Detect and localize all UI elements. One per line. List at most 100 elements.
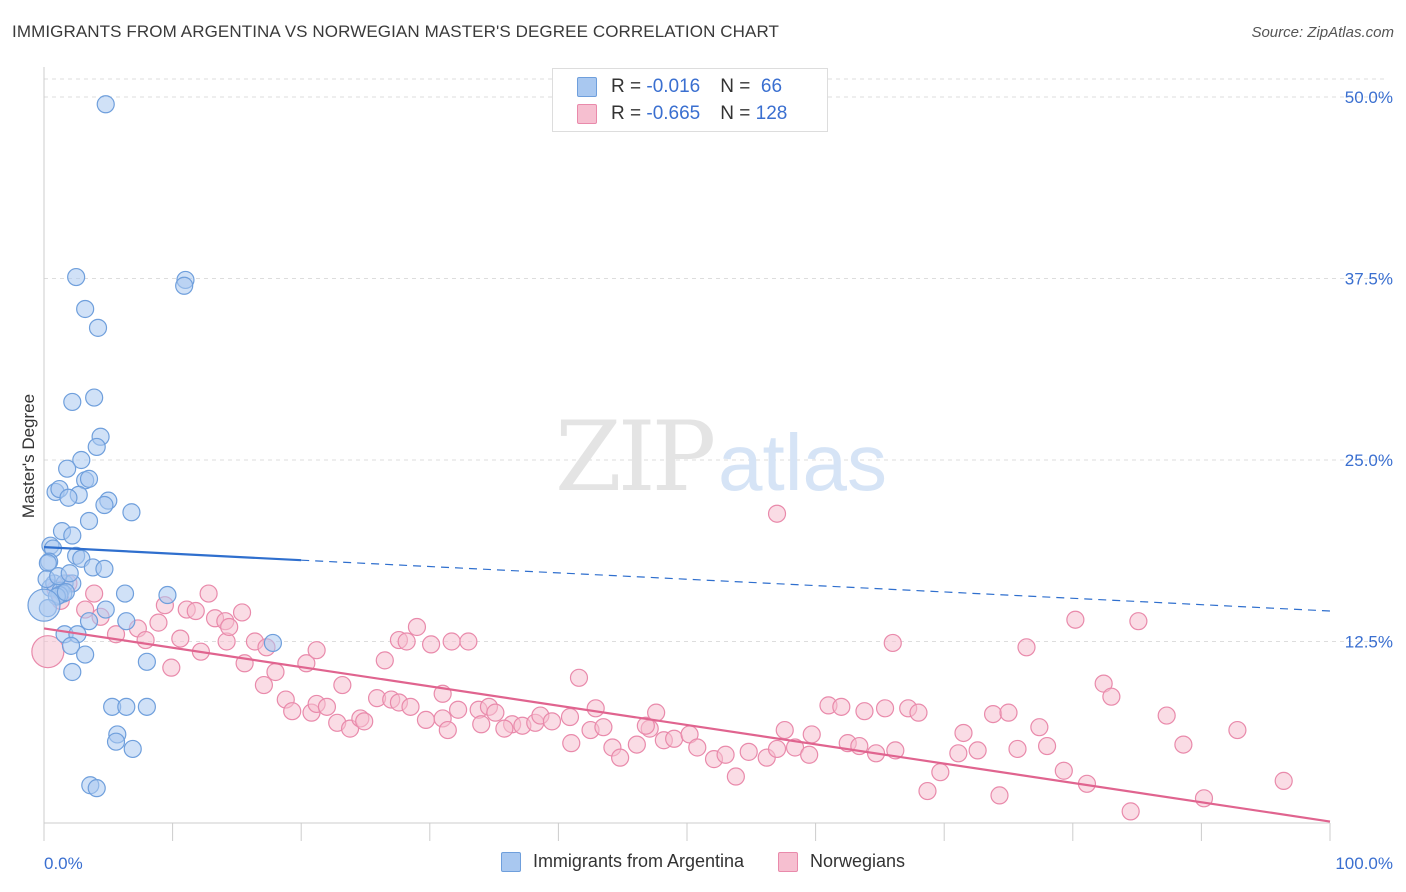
- norwegians-point: [486, 703, 505, 722]
- y-tick-label: 12.5%: [1345, 633, 1393, 652]
- norwegians-point: [800, 745, 819, 764]
- r-value: -0.665: [646, 103, 701, 124]
- norwegians-point: [739, 742, 758, 761]
- norwegians-point: [627, 735, 646, 754]
- source-label: Source: ZipAtlas.com: [1251, 24, 1394, 41]
- norwegians-point: [438, 720, 457, 740]
- norwegians-point: [1037, 736, 1057, 756]
- norwegians-point: [611, 748, 630, 767]
- norwegians-point: [1174, 735, 1193, 754]
- n-label: N =: [720, 103, 756, 124]
- argentina-point: [67, 267, 86, 287]
- norwegians-point: [1017, 638, 1036, 657]
- norwegians-point: [999, 703, 1018, 722]
- norwegians-point: [968, 741, 987, 760]
- axes: [43, 67, 1331, 841]
- argentina-trend-extension: [301, 559, 1331, 612]
- norwegians-point: [883, 633, 902, 653]
- norwegians-point: [594, 718, 613, 737]
- argentina-point: [63, 392, 82, 412]
- norwegians-point: [1157, 706, 1176, 725]
- norwegians-point: [775, 720, 794, 740]
- norwegians-point: [726, 767, 745, 786]
- norwegians-point: [983, 704, 1003, 724]
- r-value: -0.016: [646, 76, 701, 97]
- norwegians-point: [569, 668, 589, 687]
- argentina-point: [106, 732, 126, 751]
- norwegians-point: [1129, 612, 1148, 631]
- argentina-point: [58, 459, 77, 478]
- norwegians-point: [317, 697, 337, 716]
- argentina-point: [96, 95, 115, 114]
- norwegians-point: [232, 603, 252, 622]
- norwegians-point: [1274, 771, 1293, 790]
- argentina-point: [117, 697, 136, 716]
- norwegians-point: [220, 617, 239, 637]
- x-tick-label-min: 0.0%: [44, 854, 83, 873]
- watermark-zip: ZIP: [555, 401, 714, 513]
- norwegians-points: [31, 504, 1293, 821]
- norwegians-point: [31, 635, 65, 669]
- norwegians-point: [407, 617, 427, 637]
- watermark: ZIP atlas: [555, 401, 887, 513]
- norwegians-point: [931, 763, 950, 782]
- argentina-point: [79, 511, 99, 531]
- n-value: 128: [755, 103, 788, 124]
- norwegians-point: [149, 613, 168, 632]
- norwegians-point: [1102, 687, 1121, 706]
- argentina-point: [27, 588, 61, 622]
- norwegians-point: [85, 584, 104, 603]
- chart-title: IMMIGRANTS FROM ARGENTINA VS NORWEGIAN M…: [12, 22, 780, 41]
- norwegians-point: [459, 632, 478, 651]
- norwegians-point: [375, 651, 394, 670]
- argentina-point: [137, 697, 156, 716]
- series-legend: Immigrants from Argentina Norwegians: [0, 851, 1406, 872]
- argentina-trend-line: [43, 546, 302, 562]
- norwegians-point: [875, 699, 895, 718]
- argentina-point: [95, 559, 114, 579]
- argentina-point: [123, 739, 142, 759]
- norwegians-point: [254, 675, 274, 695]
- n-label: N =: [720, 76, 756, 97]
- argentina-point: [60, 564, 79, 583]
- stats-row-norwegians: R = -0.665 N = 128: [577, 102, 787, 126]
- norwegians-point: [333, 675, 352, 695]
- norwegians-point: [401, 697, 420, 716]
- argentina-point: [79, 469, 99, 488]
- legend-item-norwegians[interactable]: Norwegians: [778, 851, 905, 872]
- argentina-point: [95, 495, 114, 515]
- norwegians-point: [495, 719, 514, 738]
- argentina-point: [61, 636, 81, 655]
- y-axis-label: Master's Degree: [19, 394, 38, 518]
- legend-item-argentina[interactable]: Immigrants from Argentina: [500, 851, 744, 872]
- argentina-point: [56, 583, 75, 602]
- argentina-point: [122, 503, 141, 522]
- norwegians-point: [767, 504, 787, 523]
- norwegians-point: [1066, 610, 1085, 629]
- argentina-point: [87, 779, 106, 798]
- argentina-point: [76, 299, 95, 319]
- stats-legend: R = -0.016 N = 66 R = -0.665 N = 128: [552, 68, 828, 132]
- y-tick-label: 25.0%: [1345, 451, 1393, 470]
- norwegians-point: [199, 584, 218, 603]
- norwegians-point: [688, 738, 707, 757]
- argentina-point: [59, 488, 78, 507]
- norwegians-point: [1121, 802, 1140, 821]
- norwegians-point: [397, 632, 416, 651]
- stats-row-argentina: R = -0.016 N = 66: [577, 75, 782, 99]
- norwegians-point: [716, 745, 735, 764]
- norwegians-point: [542, 712, 562, 731]
- norwegians-point: [355, 712, 374, 731]
- argentina-point: [63, 526, 82, 545]
- norwegians-point: [171, 629, 190, 648]
- norwegians-point: [832, 697, 851, 716]
- norwegians-point: [855, 702, 874, 721]
- norwegians-legend-swatch: [778, 851, 799, 872]
- norwegians-point: [990, 786, 1009, 805]
- argentina-point: [72, 450, 91, 470]
- argentina-point: [158, 585, 177, 605]
- legend-label-norwegians: Norwegians: [810, 851, 906, 871]
- r-label: R =: [611, 76, 647, 97]
- argentina-point: [76, 645, 95, 664]
